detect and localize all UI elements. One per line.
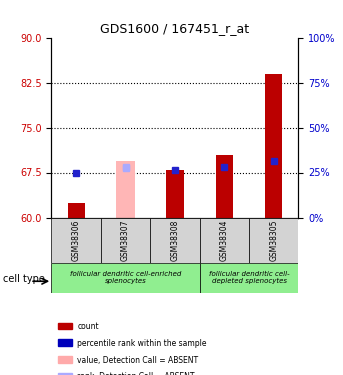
Text: follicular dendritic cell-
depleted splenocytes: follicular dendritic cell- depleted sple… xyxy=(209,271,289,284)
Text: rank, Detection Call = ABSENT: rank, Detection Call = ABSENT xyxy=(77,372,195,375)
Text: GSM38308: GSM38308 xyxy=(170,219,179,261)
Text: count: count xyxy=(77,322,99,331)
Text: GSM38304: GSM38304 xyxy=(220,219,229,261)
FancyBboxPatch shape xyxy=(249,217,298,262)
Bar xyxy=(265,74,282,217)
Bar xyxy=(68,202,85,217)
Bar xyxy=(116,160,135,218)
Bar xyxy=(216,154,233,218)
Text: value, Detection Call = ABSENT: value, Detection Call = ABSENT xyxy=(77,356,198,364)
Text: follicular dendritic cell-enriched
splenocytes: follicular dendritic cell-enriched splen… xyxy=(70,271,181,284)
Text: GSM38307: GSM38307 xyxy=(121,219,130,261)
FancyBboxPatch shape xyxy=(150,217,200,262)
FancyBboxPatch shape xyxy=(51,217,101,262)
Text: percentile rank within the sample: percentile rank within the sample xyxy=(77,339,207,348)
Text: cell type: cell type xyxy=(3,274,45,284)
FancyBboxPatch shape xyxy=(51,262,200,292)
FancyBboxPatch shape xyxy=(200,217,249,262)
Title: GDS1600 / 167451_r_at: GDS1600 / 167451_r_at xyxy=(100,22,249,35)
Text: GSM38306: GSM38306 xyxy=(72,219,81,261)
Bar xyxy=(166,170,184,217)
FancyBboxPatch shape xyxy=(101,217,150,262)
Text: GSM38305: GSM38305 xyxy=(269,219,278,261)
FancyBboxPatch shape xyxy=(200,262,298,292)
